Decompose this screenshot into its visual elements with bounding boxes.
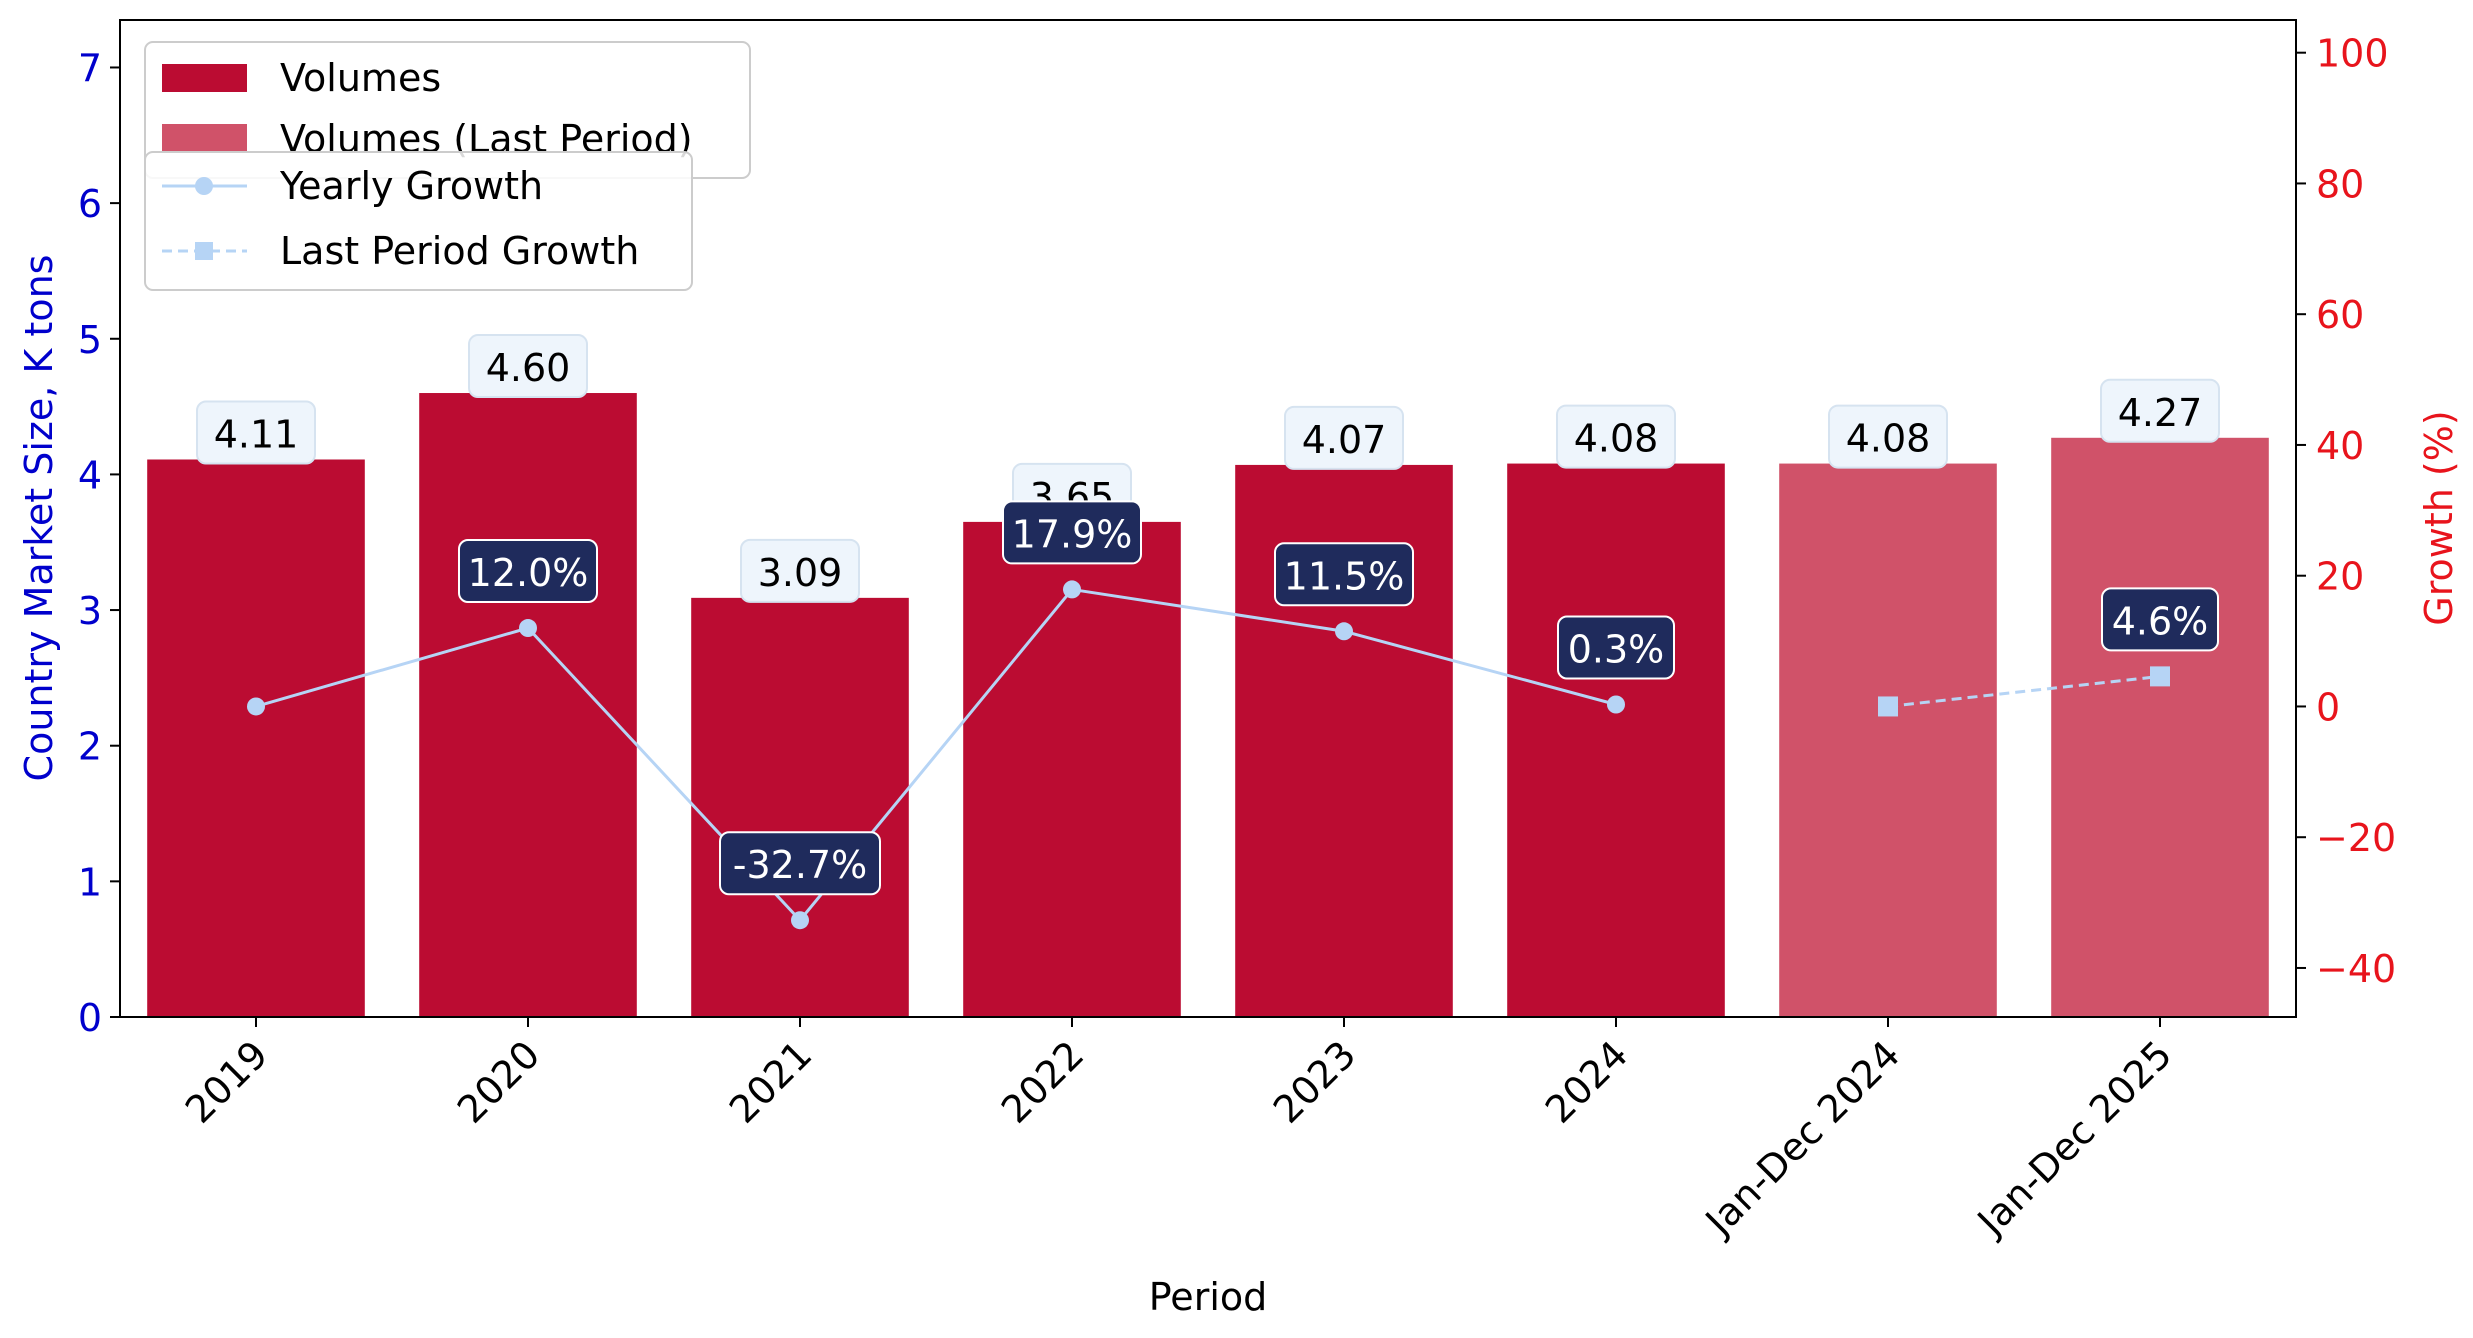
right-tick-label: 80: [2316, 162, 2364, 206]
yearly-growth-point: [1063, 580, 1081, 599]
plot-frame: [119, 19, 2297, 1018]
growth-label-box: [1557, 615, 1675, 680]
left-axis: 0 1 2 3 4 5 6 7: [78, 46, 120, 1040]
bar-label-box: [2100, 378, 2220, 443]
left-tick-label: 1: [78, 860, 102, 904]
bar-value-label: 4.08: [1846, 417, 1931, 461]
growth-label-box: [2101, 587, 2219, 652]
last-period-growth-point: [2150, 666, 2170, 687]
right-tick-label: 0: [2316, 685, 2340, 729]
growth-label-box: [458, 539, 598, 604]
bar-value-label: 4.60: [486, 346, 571, 390]
left-tick-label: 2: [78, 725, 102, 769]
right-tick-label: −20: [2316, 816, 2396, 860]
bar-value-label: 3.09: [758, 551, 843, 595]
growth-label-box: [719, 831, 881, 896]
bar-label-box: [1828, 404, 1948, 469]
left-tick-label: 5: [78, 318, 102, 362]
bar-label-box: [740, 538, 860, 603]
legend-marker-last-period-growth: [195, 242, 213, 260]
legend-marker-yearly-growth: [195, 177, 213, 195]
last-period-growth-line: [1887, 674, 2161, 708]
yearly-growth-point: [1607, 695, 1625, 714]
yearly-growth-point: [247, 697, 265, 716]
right-tick-label: 40: [2316, 424, 2364, 468]
bar-label-box: [468, 334, 588, 399]
right-tick-label: 60: [2316, 293, 2364, 337]
yearly-growth-point: [1335, 622, 1353, 641]
bar-volumes: [1507, 463, 1725, 1018]
growth-value-label: 17.9%: [1012, 512, 1133, 556]
bar-volumes-last-period: [1779, 463, 1997, 1018]
bar-label-box: [196, 400, 316, 465]
left-tick-label: 6: [78, 182, 102, 226]
y-axis-label-right: Growth (%): [2417, 410, 2461, 625]
bar-label-box: [1556, 404, 1676, 469]
yearly-growth-point: [519, 619, 537, 638]
right-tick-label: −40: [2316, 947, 2396, 991]
growth-lines-layer: [247, 580, 2170, 930]
bar-label-box: [1284, 405, 1404, 470]
right-tick-label: 20: [2316, 555, 2364, 599]
bars-layer: [147, 393, 2269, 1018]
right-tick-label: 100: [2316, 32, 2389, 76]
growth-label-box: [1274, 542, 1414, 607]
legend-lines-frame: [144, 151, 693, 291]
y-axis-label-left: Country Market Size, K tons: [17, 255, 61, 782]
bar-value-label: 4.27: [2118, 391, 2203, 435]
legend-swatch-volumes-last-period: [162, 124, 247, 152]
legend-label-yearly-growth: Yearly Growth: [279, 164, 543, 208]
bar-volumes: [147, 459, 365, 1017]
last-period-growth-point: [1878, 696, 1898, 717]
growth-label-box: [1002, 500, 1142, 565]
growth-value-label: 0.3%: [1568, 627, 1665, 671]
right-axis: −40 −20 0 20 40 60 80 100: [2296, 32, 2396, 991]
growth-labels-layer: 12.0% -32.7% 17.9% 11.5% 0.3% 4.6%: [458, 500, 2219, 896]
growth-value-label: -32.7%: [733, 843, 867, 887]
bar-volumes: [691, 597, 909, 1017]
legend-label-last-period-growth: Last Period Growth: [280, 229, 639, 273]
x-axis-label: Period: [1149, 1275, 1268, 1319]
legend-label-volumes: Volumes: [280, 56, 441, 100]
bar-volumes-last-period: [2051, 437, 2269, 1017]
yearly-growth-line: [255, 587, 1617, 923]
left-tick-label: 0: [78, 996, 102, 1040]
legend-swatch-volumes: [162, 64, 247, 92]
yearly-growth-point: [791, 911, 809, 930]
bar-value-label: 4.08: [1574, 417, 1659, 461]
growth-value-label: 11.5%: [1284, 554, 1405, 598]
left-tick-label: 7: [78, 46, 102, 90]
bar-volumes: [419, 393, 637, 1017]
legend-bars: Volumes Volumes (Last Period): [144, 41, 751, 179]
growth-value-label: 12.0%: [468, 551, 589, 595]
bar-value-label: 4.07: [1302, 418, 1387, 462]
legend-lines: Yearly Growth Last Period Growth: [144, 151, 693, 291]
left-tick-label: 4: [78, 453, 102, 497]
left-tick-label: 3: [78, 589, 102, 633]
bar-value-label: 4.11: [214, 412, 299, 456]
bar-volumes: [963, 521, 1181, 1017]
growth-value-label: 4.6%: [2112, 599, 2209, 643]
